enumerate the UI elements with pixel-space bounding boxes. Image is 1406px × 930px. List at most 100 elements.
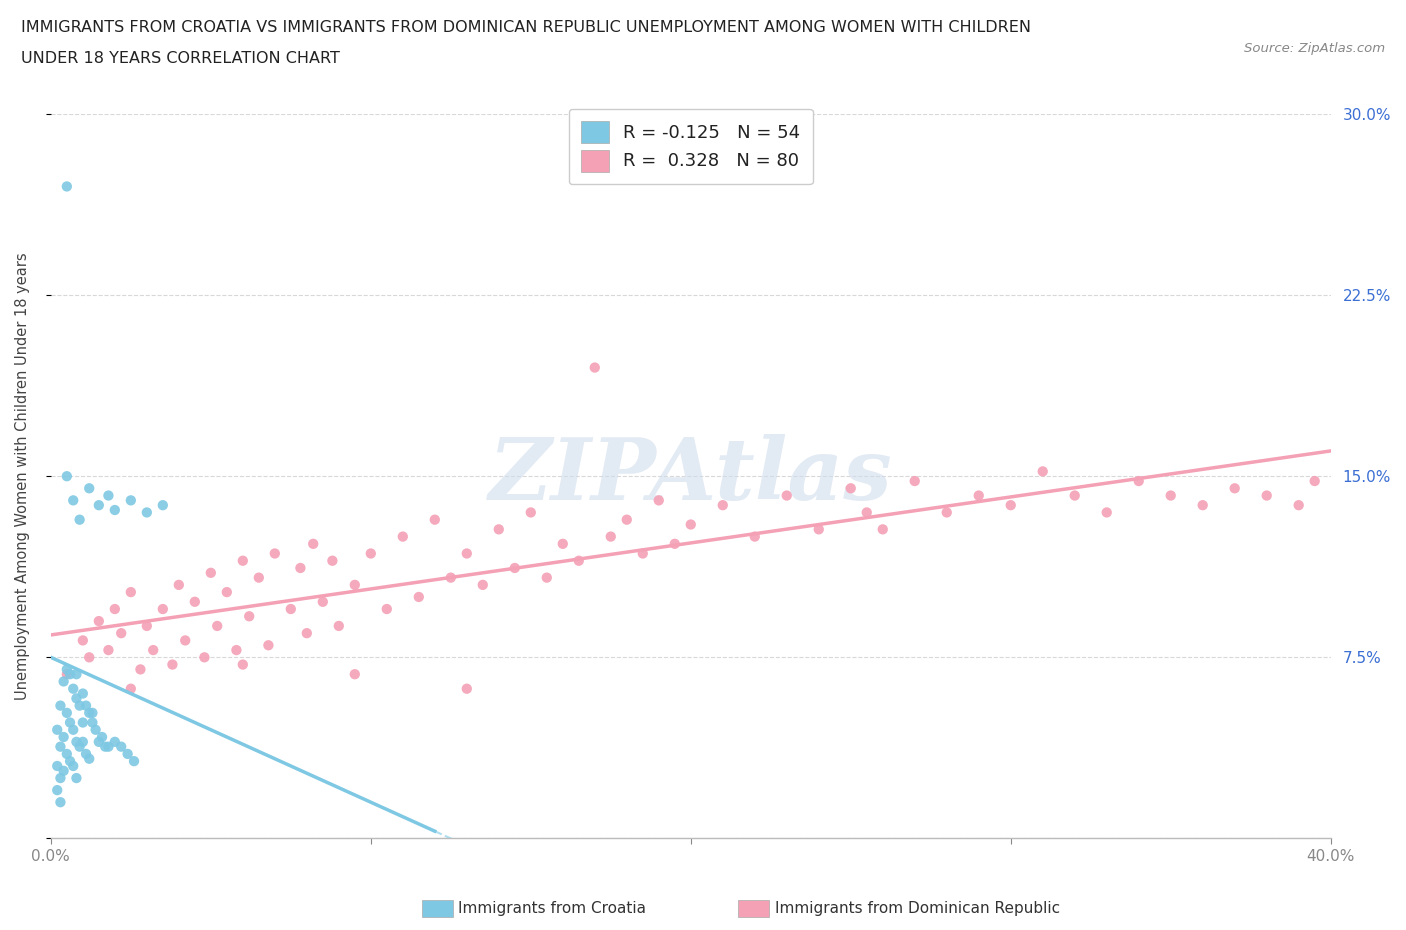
Text: UNDER 18 YEARS CORRELATION CHART: UNDER 18 YEARS CORRELATION CHART: [21, 51, 340, 66]
Point: [935, 505, 957, 520]
Point: [62, 759, 84, 774]
Point: [94, 739, 117, 754]
Point: [1223, 481, 1246, 496]
Point: [56, 179, 79, 193]
Point: [631, 546, 654, 561]
Text: Source: ZipAtlas.com: Source: ZipAtlas.com: [1244, 42, 1385, 55]
Point: [290, 561, 312, 576]
Point: [97, 488, 120, 503]
Point: [62, 723, 84, 737]
Point: [711, 498, 734, 512]
Point: [120, 493, 142, 508]
Point: [679, 517, 702, 532]
Point: [72, 633, 94, 648]
Point: [807, 522, 830, 537]
Point: [568, 553, 591, 568]
Point: [312, 594, 335, 609]
Point: [72, 735, 94, 750]
Point: [1191, 498, 1213, 512]
Text: Immigrants from Dominican Republic: Immigrants from Dominican Republic: [775, 901, 1060, 916]
Point: [503, 561, 526, 576]
Point: [97, 739, 120, 754]
Point: [343, 578, 366, 592]
Point: [1160, 488, 1182, 503]
Point: [440, 570, 463, 585]
Point: [120, 585, 142, 600]
Point: [839, 481, 862, 496]
Point: [56, 667, 79, 682]
Point: [215, 585, 238, 600]
Point: [82, 715, 104, 730]
Point: [967, 488, 990, 503]
Point: [110, 739, 132, 754]
Point: [65, 691, 87, 706]
Point: [1288, 498, 1310, 512]
Point: [238, 609, 260, 624]
Point: [104, 502, 127, 517]
Point: [87, 614, 110, 629]
Text: IMMIGRANTS FROM CROATIA VS IMMIGRANTS FROM DOMINICAN REPUBLIC UNEMPLOYMENT AMONG: IMMIGRANTS FROM CROATIA VS IMMIGRANTS FR…: [21, 20, 1031, 35]
Point: [583, 360, 606, 375]
Point: [52, 674, 75, 689]
Point: [408, 590, 430, 604]
Point: [46, 759, 69, 774]
Point: [257, 638, 280, 653]
Point: [456, 546, 478, 561]
Point: [49, 771, 72, 786]
Point: [97, 643, 120, 658]
Point: [46, 783, 69, 798]
Point: [91, 729, 114, 744]
Point: [65, 667, 87, 682]
Point: [104, 735, 127, 750]
Point: [162, 658, 184, 672]
Point: [488, 522, 510, 537]
Text: Immigrants from Croatia: Immigrants from Croatia: [458, 901, 647, 916]
Point: [1303, 473, 1326, 488]
Point: [49, 795, 72, 810]
Point: [1032, 464, 1054, 479]
Point: [56, 747, 79, 762]
Point: [664, 537, 686, 551]
Point: [87, 735, 110, 750]
Point: [69, 739, 91, 754]
Point: [321, 553, 343, 568]
Point: [117, 747, 139, 762]
Point: [135, 618, 157, 633]
Point: [152, 602, 174, 617]
Point: [232, 658, 254, 672]
Point: [135, 505, 157, 520]
Point: [872, 522, 894, 537]
Point: [855, 505, 877, 520]
Point: [174, 633, 197, 648]
Point: [75, 698, 97, 713]
Point: [904, 473, 927, 488]
Point: [72, 715, 94, 730]
Point: [328, 618, 350, 633]
Point: [391, 529, 413, 544]
Point: [167, 578, 190, 592]
Point: [77, 650, 100, 665]
Point: [65, 771, 87, 786]
Point: [75, 747, 97, 762]
Point: [122, 753, 145, 768]
Point: [280, 602, 302, 617]
Point: [375, 602, 398, 617]
Point: [1000, 498, 1022, 512]
Point: [1256, 488, 1278, 503]
Point: [648, 493, 671, 508]
Point: [129, 662, 152, 677]
Point: [72, 686, 94, 701]
Point: [599, 529, 621, 544]
Point: [247, 570, 270, 585]
Point: [776, 488, 799, 503]
Point: [56, 662, 79, 677]
Point: [56, 706, 79, 721]
Point: [232, 553, 254, 568]
Text: ZIPAtlas: ZIPAtlas: [489, 434, 893, 518]
Point: [77, 751, 100, 766]
Point: [744, 529, 766, 544]
Point: [184, 594, 207, 609]
Point: [360, 546, 382, 561]
Point: [52, 729, 75, 744]
Point: [62, 493, 84, 508]
